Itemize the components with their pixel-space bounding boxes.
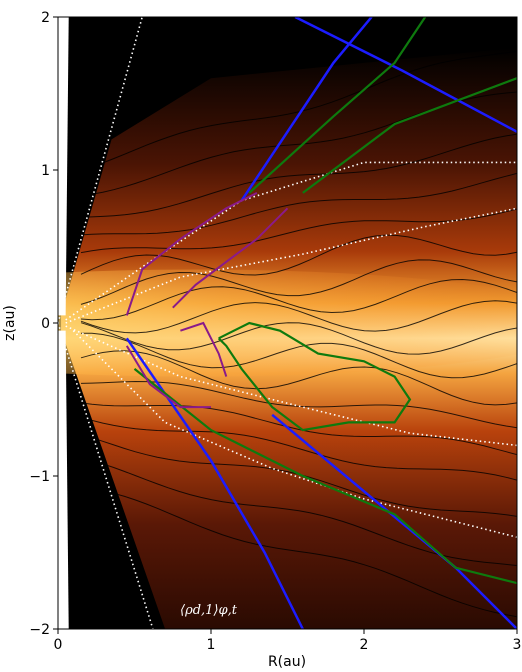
y-tick-label: 2 xyxy=(41,10,50,26)
panel-label: ⟨ρd,1⟩φ,t xyxy=(180,603,238,618)
streamline xyxy=(80,485,517,618)
streamline xyxy=(80,457,517,566)
streamline xyxy=(80,322,517,355)
green-contour-line xyxy=(133,368,517,585)
green-contour-line xyxy=(248,17,427,194)
x-tick-label: 0 xyxy=(54,637,63,653)
disk-midplane-glow xyxy=(58,269,517,377)
streamline xyxy=(80,416,517,481)
y-tick-label: 0 xyxy=(41,316,50,332)
purple-contour-line xyxy=(180,321,228,377)
blue-contour-line xyxy=(294,17,517,133)
inner-boundary-white-upper xyxy=(58,17,69,316)
streamline xyxy=(80,278,517,321)
y-tick-label: −2 xyxy=(29,622,50,638)
green-contour-line xyxy=(302,77,517,194)
dotted-contour-line xyxy=(58,322,154,629)
purple-contour-line xyxy=(125,345,211,409)
streamline xyxy=(80,259,517,305)
streamline xyxy=(80,300,517,334)
streamline xyxy=(80,172,517,236)
blue-contour-line xyxy=(271,413,517,629)
dotted-contour-line xyxy=(65,207,517,324)
streamline xyxy=(81,332,517,379)
streamline xyxy=(80,402,517,456)
green-contour-line xyxy=(217,321,412,432)
streamline xyxy=(80,234,517,276)
dotted-contour-line xyxy=(58,17,143,324)
y-axis: −2 −1 0 1 2 xyxy=(29,10,58,638)
contour-lines xyxy=(58,17,517,629)
blue-contour-line xyxy=(240,17,373,202)
y-axis-title: z(au) xyxy=(2,305,18,341)
purple-contour-line xyxy=(125,192,258,316)
plot-area xyxy=(58,17,517,629)
streamline xyxy=(80,50,517,172)
purple-contour-line xyxy=(172,207,289,309)
streamline xyxy=(80,133,517,218)
streamline xyxy=(80,350,517,406)
x-tick-label: 1 xyxy=(207,637,216,653)
dotted-contour-line xyxy=(72,330,517,538)
y-tick-label: −1 xyxy=(29,469,50,485)
x-tick-label: 2 xyxy=(360,637,369,653)
streamline xyxy=(80,208,517,254)
x-axis: 0 1 2 3 xyxy=(54,629,522,653)
inner-boundary-white-lower xyxy=(58,330,69,629)
x-tick-label: 3 xyxy=(513,637,522,653)
x-axis-title: R(au) xyxy=(268,654,306,670)
y-tick-label: 1 xyxy=(41,163,50,179)
